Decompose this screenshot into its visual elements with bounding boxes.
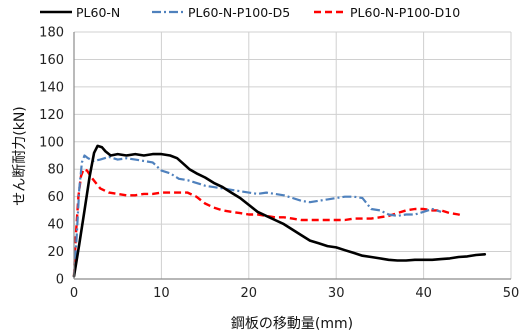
y-tick-label: 140	[39, 80, 64, 95]
y-tick-label: 80	[47, 163, 64, 178]
y-tick-label: 40	[47, 218, 64, 233]
series-line-pl60-n-p100-d10	[72, 167, 464, 277]
x-axis-title: 鋼板の移動量(mm)	[231, 316, 353, 332]
y-axis-title: せん断耐力(kN)	[12, 106, 28, 206]
x-tick-label: 30	[328, 286, 345, 301]
legend-label-pl60-n-p100-d5: PL60-N-P100-D5	[188, 5, 290, 20]
legend-item-pl60-n: PL60-N	[40, 5, 120, 20]
series-line-pl60-n-p100-d5	[72, 154, 442, 277]
grid-lines	[74, 31, 512, 279]
series-line-pl60-n	[72, 144, 487, 278]
y-tick-label: 180	[39, 26, 64, 41]
x-tick-label: 10	[153, 286, 170, 301]
y-tick-label: 60	[47, 190, 64, 205]
x-tick-label: 20	[241, 286, 258, 301]
legend-item-pl60-n-p100-d5: PL60-N-P100-D5	[152, 5, 290, 20]
tick-labels: 0 20 40 60 80 100 120 140 160 180 0 10 20 30 40 50	[39, 26, 519, 302]
x-tick-label: 0	[70, 286, 78, 301]
y-tick-label: 0	[56, 273, 64, 288]
x-tick-label: 40	[415, 286, 432, 301]
data-series	[72, 144, 487, 278]
legend-label-pl60-n: PL60-N	[76, 5, 120, 20]
axes	[73, 32, 511, 280]
y-tick-label: 120	[39, 108, 64, 123]
legend: PL60-N PL60-N-P100-D5 PL60-N-P100-D10	[40, 5, 460, 20]
x-tick-label: 50	[503, 286, 520, 301]
legend-item-pl60-n-p100-d10: PL60-N-P100-D10	[314, 5, 460, 20]
y-tick-label: 100	[39, 135, 64, 150]
y-tick-label: 20	[47, 245, 64, 260]
legend-label-pl60-n-p100-d10: PL60-N-P100-D10	[350, 5, 460, 20]
y-tick-label: 160	[39, 53, 64, 68]
